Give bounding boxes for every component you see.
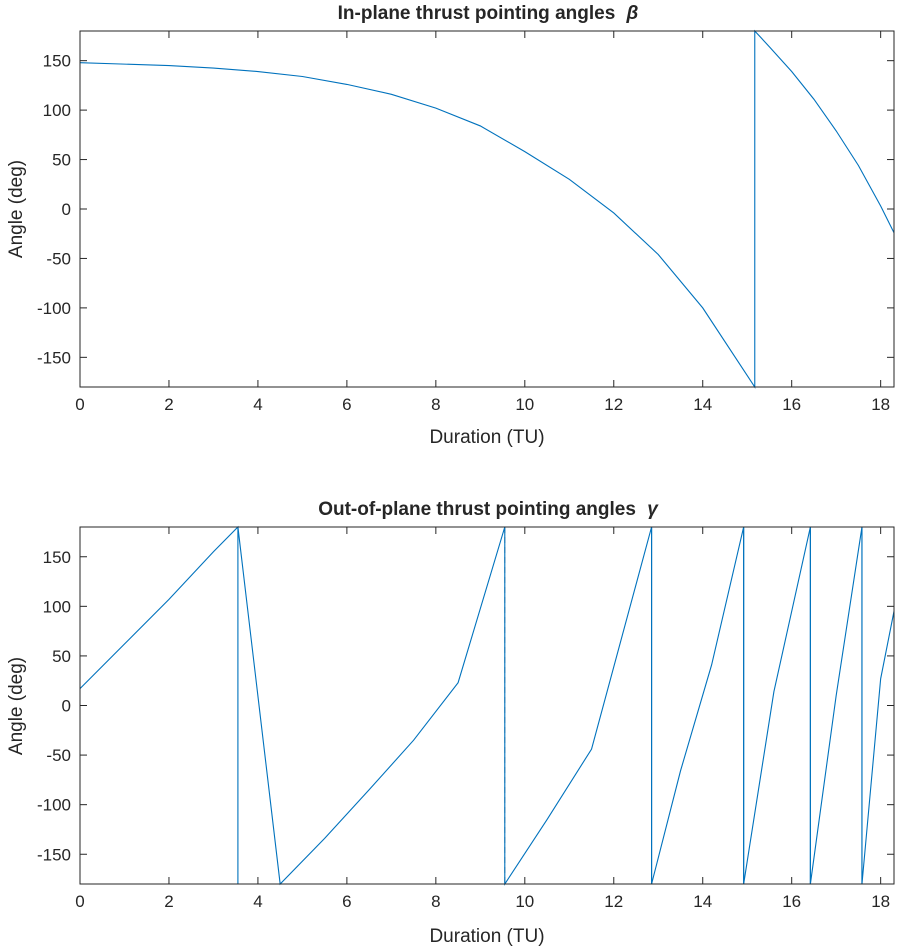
gamma-ytick-label: 50 (52, 647, 71, 666)
beta-xtick-label: 6 (342, 395, 351, 414)
beta-xlabel: Duration (TU) (429, 427, 544, 448)
gamma-xtick-label: 14 (693, 892, 712, 911)
beta-title-symbol: β (626, 3, 639, 24)
beta-title-text: In-plane thrust pointing angles (338, 3, 616, 24)
gamma-xlabel: Duration (TU) (429, 926, 544, 947)
beta-ytick-label: -150 (37, 348, 71, 367)
beta-ticks: 0 2 4 6 8 10 12 14 16 18 150 100 50 0 -50 -100 -150 (37, 31, 894, 414)
beta-ylabel: Angle (deg) (6, 160, 27, 258)
gamma-xtick-label: 16 (782, 892, 801, 911)
gamma-series-layer (80, 527, 894, 884)
gamma-xtick-label: 4 (253, 892, 262, 911)
beta-ytick-label: 100 (43, 101, 71, 120)
beta-title: In-plane thrust pointing angles β (338, 3, 639, 24)
gamma-xtick-label: 12 (604, 892, 623, 911)
gamma-xtick-label: 18 (871, 892, 890, 911)
beta-series-line (80, 31, 894, 387)
gamma-title-text: Out-of-plane thrust pointing angles (318, 499, 636, 520)
gamma-xtick-label: 10 (515, 892, 534, 911)
beta-xtick-label: 4 (253, 395, 262, 414)
gamma-ytick-label: 0 (62, 697, 71, 716)
beta-xtick-label: 8 (431, 395, 440, 414)
gamma-title: Out-of-plane thrust pointing angles γ (318, 499, 659, 520)
beta-ytick-label: 150 (43, 52, 71, 71)
gamma-series-line (80, 527, 894, 884)
beta-xtick-label: 16 (782, 395, 801, 414)
beta-xtick-label: 10 (515, 395, 534, 414)
gamma-ytick-label: 150 (43, 548, 71, 567)
gamma-xtick-label: 2 (164, 892, 173, 911)
beta-xtick-label: 12 (604, 395, 623, 414)
gamma-ytick-label: -50 (46, 746, 71, 765)
gamma-xtick-label: 8 (431, 892, 440, 911)
gamma-ytick-label: -100 (37, 796, 71, 815)
gamma-ticks: 0 2 4 6 8 10 12 14 16 18 150 100 50 0 -50 -100 -150 (37, 527, 894, 911)
gamma-plot: Out-of-plane thrust pointing angles γ 0 2… (6, 499, 894, 947)
gamma-ylabel: Angle (deg) (6, 657, 27, 755)
beta-axes-box (80, 31, 894, 387)
beta-ytick-label: 0 (62, 200, 71, 219)
beta-xtick-label: 18 (871, 395, 890, 414)
beta-ytick-label: -100 (37, 299, 71, 318)
gamma-ytick-label: 100 (43, 597, 71, 616)
gamma-title-symbol: γ (647, 499, 659, 520)
beta-ytick-label: 50 (52, 151, 71, 170)
beta-plot: In-plane thrust pointing angles β 0 2 4 6 8 1… (6, 3, 894, 448)
beta-ytick-label: -50 (46, 249, 71, 268)
beta-series-layer (80, 31, 894, 387)
beta-xtick-label: 14 (693, 395, 712, 414)
beta-xtick-label: 2 (164, 395, 173, 414)
gamma-xtick-label: 6 (342, 892, 351, 911)
gamma-ytick-label: -150 (37, 845, 71, 864)
gamma-xtick-label: 0 (75, 892, 84, 911)
beta-xtick-label: 0 (75, 395, 84, 414)
